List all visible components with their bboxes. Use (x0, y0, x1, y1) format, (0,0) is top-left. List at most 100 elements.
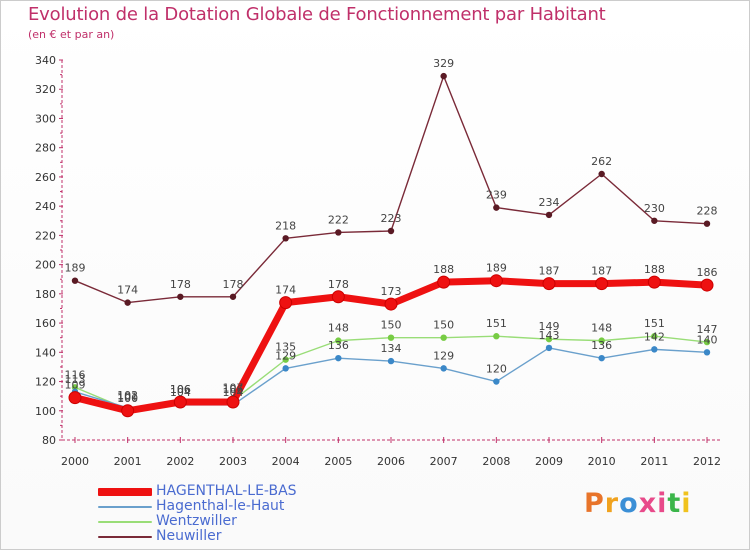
x-tick-label: 2009 (535, 455, 563, 468)
y-tick-label: 120 (35, 376, 56, 389)
y-tick-label: 200 (35, 259, 56, 272)
data-point (124, 299, 131, 306)
data-label: 174 (117, 284, 138, 297)
y-tick-label: 220 (35, 229, 56, 242)
data-point (384, 297, 398, 311)
data-label: 102 (117, 389, 138, 402)
chart-legend: HAGENTHAL-LE-BAS Hagenthal-le-Haut Wentzwi… (98, 484, 297, 544)
data-label: 136 (591, 339, 612, 352)
y-tick-label: 160 (35, 317, 56, 330)
data-point (177, 293, 184, 300)
data-point (229, 293, 237, 300)
data-label: 109 (65, 379, 86, 392)
data-label: 223 (381, 212, 402, 225)
data-point (282, 235, 289, 242)
data-label: 234 (539, 196, 560, 209)
x-tick-label: 2007 (430, 455, 458, 468)
data-label: 104 (223, 386, 244, 399)
data-label: 142 (644, 330, 665, 343)
data-label: 149 (539, 320, 560, 333)
x-tick-label: 2006 (377, 455, 405, 468)
data-point (121, 404, 135, 418)
data-label: 329 (433, 57, 454, 70)
x-tick-label: 2010 (588, 455, 616, 468)
legend-label: Wentzwiller (156, 513, 237, 529)
data-label: 100 (117, 392, 138, 405)
data-point (545, 344, 553, 352)
data-label: 150 (381, 319, 402, 332)
legend-item: HAGENTHAL-LE-BAS (98, 484, 297, 499)
data-point (493, 333, 500, 340)
data-label: 106 (223, 383, 244, 396)
legend-item: Neuwiller (98, 529, 297, 544)
data-label: 230 (644, 202, 665, 215)
y-tick-label: 280 (35, 142, 56, 155)
series-line-neuwiller (74, 75, 708, 304)
data-label: 178 (223, 278, 244, 291)
y-tick-label: 80 (42, 434, 56, 447)
data-label: 186 (697, 266, 718, 279)
logo-letter: x (638, 488, 658, 519)
data-label: 228 (697, 205, 718, 218)
data-point (598, 170, 605, 178)
data-label: 188 (644, 263, 665, 276)
x-tick-label: 2001 (114, 455, 142, 468)
logo-letter: i (657, 488, 668, 519)
data-point (703, 349, 711, 356)
data-point (335, 229, 342, 236)
logo-letter: P (584, 488, 605, 519)
y-tick-label: 180 (35, 288, 56, 301)
data-point (437, 275, 451, 289)
data-point (282, 356, 289, 363)
data-point (331, 290, 345, 304)
data-label: 129 (275, 349, 296, 362)
data-point (282, 365, 289, 372)
data-label: 151 (486, 317, 507, 330)
data-label: 116 (65, 368, 86, 381)
data-label: 120 (486, 363, 507, 376)
data-label: 143 (539, 329, 560, 342)
data-label: 136 (328, 339, 349, 352)
logo-letter: o (619, 488, 639, 519)
x-tick-label: 2012 (693, 455, 721, 468)
data-label: 106 (170, 383, 191, 396)
x-tick-label: 2004 (272, 455, 300, 468)
x-tick-label: 2011 (640, 455, 668, 468)
data-label: 101 (117, 390, 138, 403)
legend-label: Neuwiller (156, 528, 222, 544)
data-label: 151 (644, 317, 665, 330)
data-point (647, 275, 661, 289)
data-label: 187 (591, 265, 612, 278)
data-point (226, 395, 240, 409)
legend-swatch (98, 487, 152, 496)
y-tick-label: 300 (35, 112, 56, 125)
data-label: 178 (170, 278, 191, 291)
data-label: 150 (433, 319, 454, 332)
chart-subtitle: (en € et par an) (28, 28, 115, 41)
data-point (598, 354, 605, 362)
legend-label: Hagenthal-le-Haut (156, 498, 285, 514)
data-point (440, 72, 447, 80)
legend-item: Wentzwiller (98, 514, 297, 529)
data-point (279, 296, 293, 310)
data-label: 140 (697, 333, 718, 346)
data-point (542, 277, 556, 291)
data-point (71, 277, 79, 284)
data-label: 188 (433, 263, 454, 276)
x-tick-label: 2000 (61, 455, 89, 468)
data-point (493, 378, 500, 385)
data-label: 173 (381, 285, 402, 298)
data-label: 189 (65, 262, 86, 275)
data-point (545, 211, 553, 219)
legend-swatch (98, 505, 152, 508)
data-label: 113 (65, 373, 86, 386)
data-label: 129 (433, 349, 454, 362)
logo-letter: r (604, 488, 620, 519)
proxiti-logo: Proxiti (584, 488, 692, 519)
y-tick-label: 240 (35, 200, 56, 213)
data-label: 148 (328, 322, 349, 335)
data-point (703, 338, 711, 346)
y-tick-label: 320 (35, 83, 56, 96)
data-point (335, 337, 342, 344)
